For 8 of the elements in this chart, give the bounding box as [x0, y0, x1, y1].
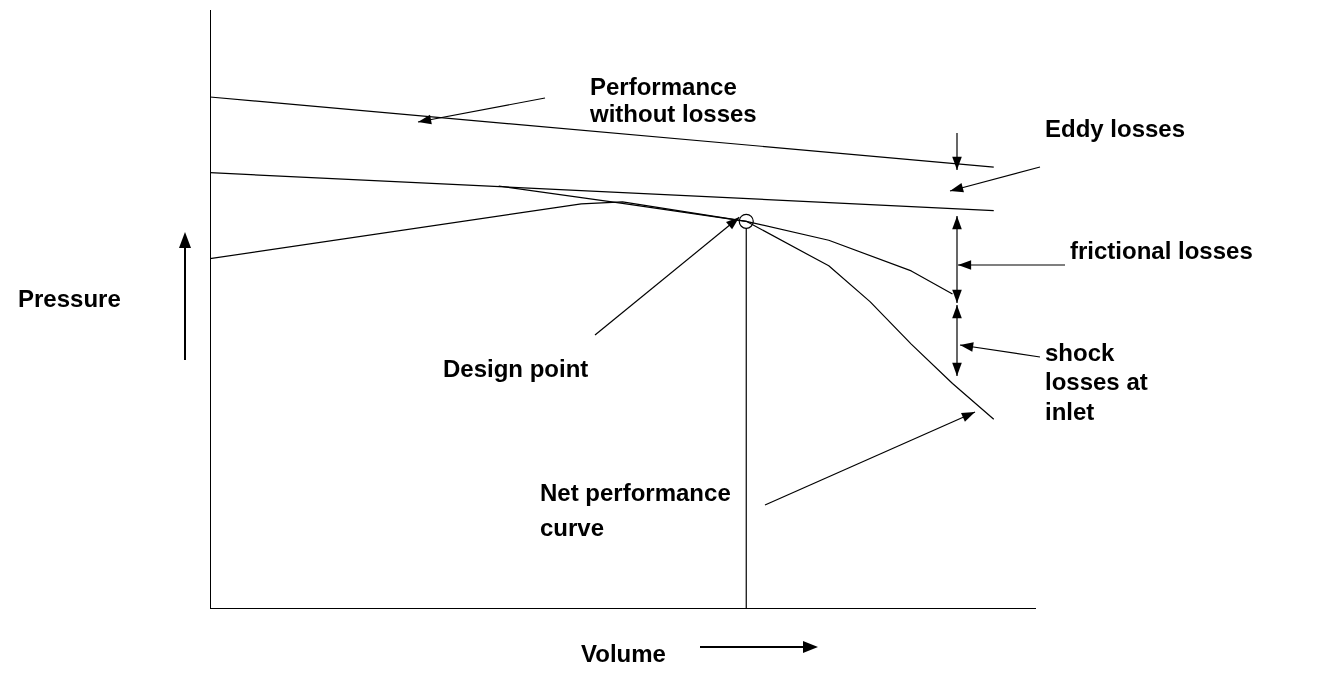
annotation: Design point [443, 354, 589, 382]
y-axis-title: Pressure [18, 285, 121, 313]
text: shock losses at inlet [1045, 338, 1148, 425]
text: Eddy losses [1045, 114, 1186, 142]
x-axis-title: Volume [581, 640, 666, 668]
annotation: Performance without losses [589, 72, 757, 127]
text: frictional losses [1070, 236, 1253, 264]
annotation: Net performance curve [540, 478, 731, 541]
